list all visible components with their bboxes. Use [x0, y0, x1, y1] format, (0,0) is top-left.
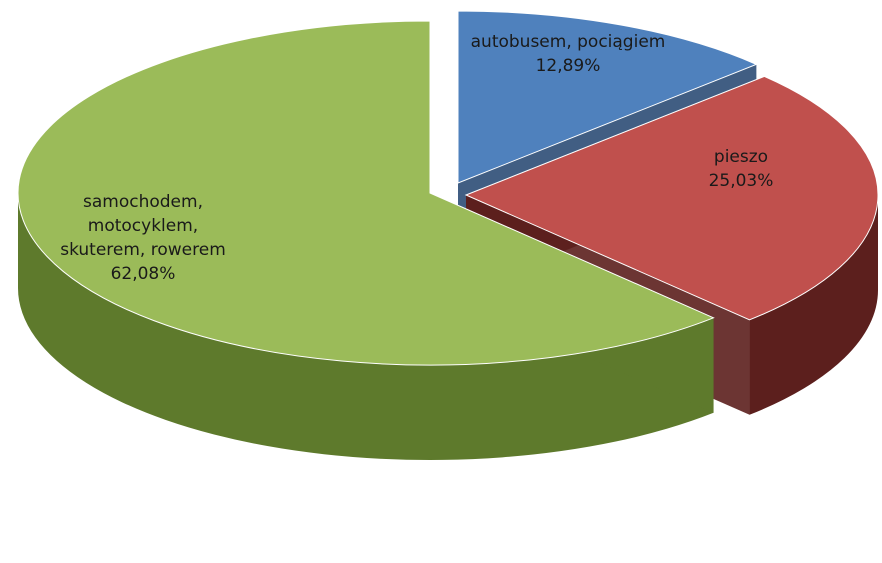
- pie-slice-category-label: autobusem, pociągiem: [471, 32, 666, 52]
- pie-slice-category-label: motocyklem,: [88, 216, 198, 236]
- pie-slice-category-label: skuterem, rowerem: [60, 240, 226, 260]
- pie-slice-outer-wall-2: [18, 193, 714, 461]
- pie-slice-value-label: 25,03%: [709, 171, 774, 191]
- pie-top-faces: [17, 10, 879, 366]
- pie-slice-label-1: pieszo 25,03%: [709, 147, 774, 191]
- pie-slice-0: [457, 10, 758, 184]
- pie-slice-1: [464, 75, 879, 321]
- pie-data-labels: autobusem, pociągiem 12,89% pieszo 25,03% sa…: [60, 32, 773, 284]
- pie-slice-value-label: 12,89%: [536, 56, 601, 76]
- pie-slice-value-label: 62,08%: [111, 264, 176, 284]
- pie-slice-category-label: samochodem,: [83, 192, 203, 212]
- pie-slice-label-2: samochodem, motocyklem, skuterem, rowerem 6…: [60, 192, 226, 284]
- pie-slice-category-label: pieszo: [714, 147, 768, 167]
- pie-slice-2: [17, 20, 715, 366]
- pie-slice-outer-wall-1: [749, 195, 878, 415]
- pie-slice-label-0: autobusem, pociągiem 12,89%: [471, 32, 666, 76]
